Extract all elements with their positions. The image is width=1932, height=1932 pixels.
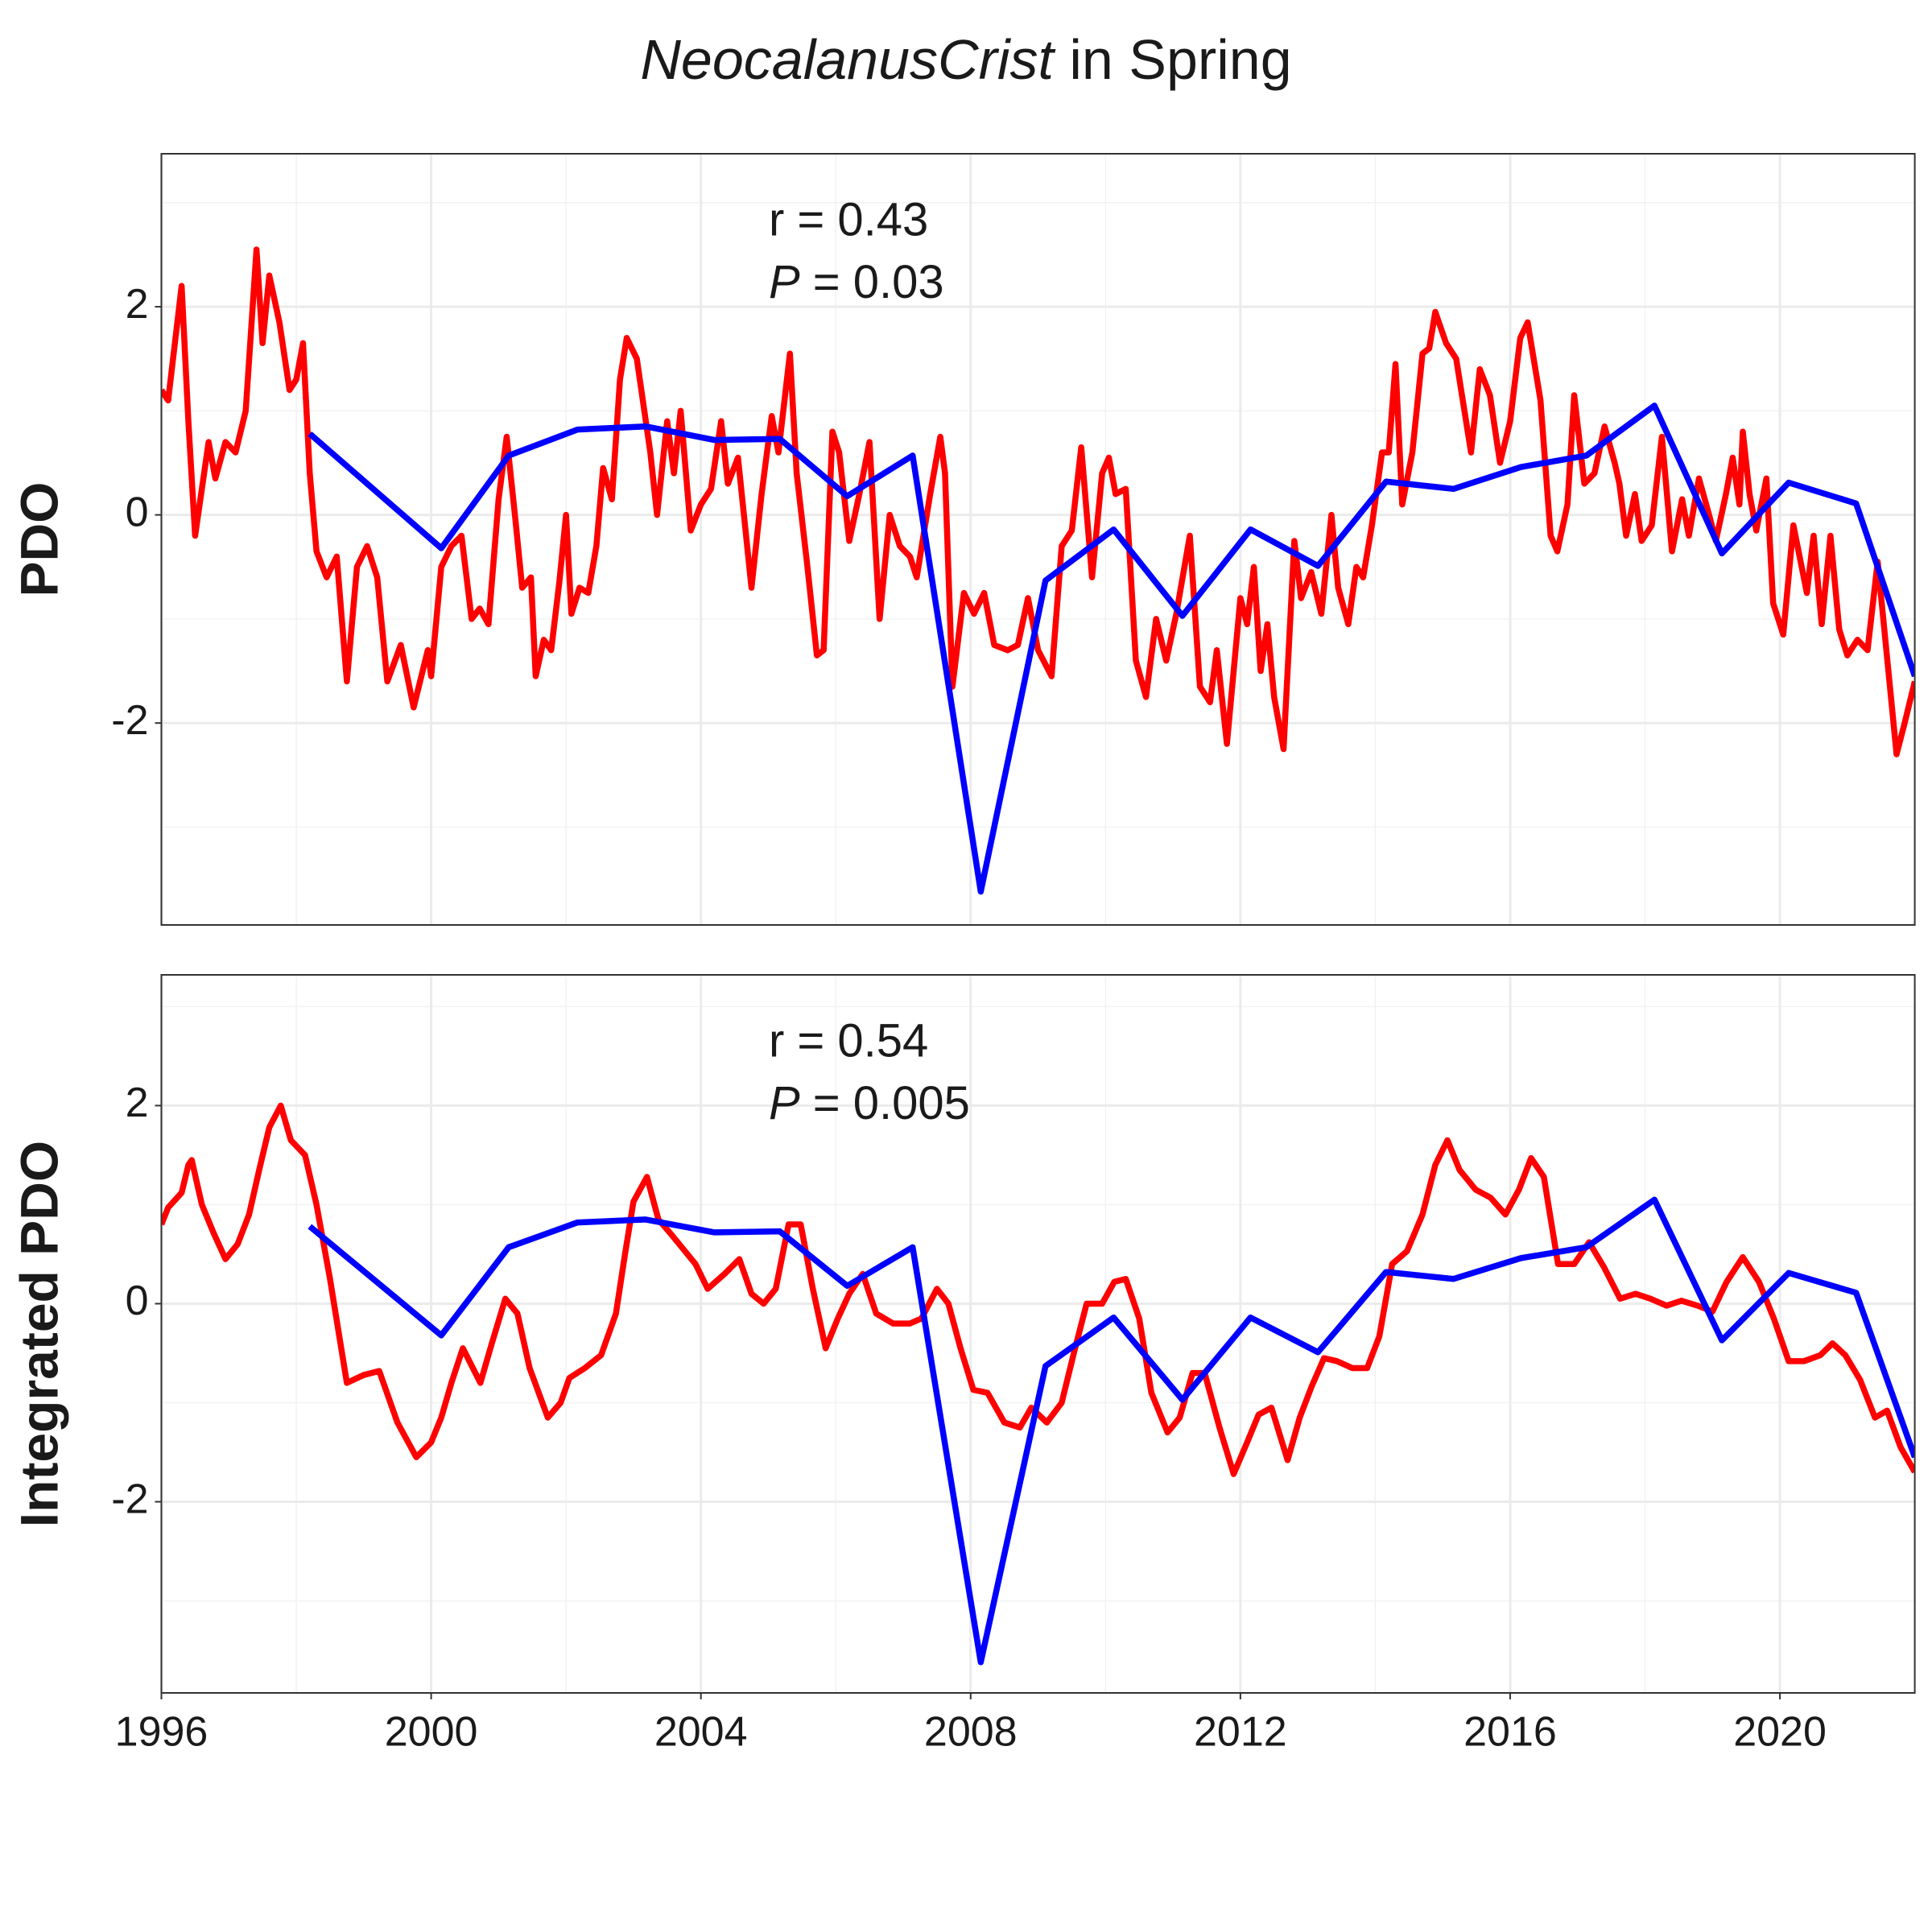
chart-title: NeocalanusCrist in Spring bbox=[640, 28, 1291, 91]
text-part: = 0.005 bbox=[800, 1077, 970, 1129]
text-part: in Spring bbox=[1054, 28, 1292, 91]
x-tick-label: 2016 bbox=[1463, 1709, 1557, 1756]
data-line bbox=[308, 402, 1915, 895]
y-tick-label: 0 bbox=[126, 1278, 149, 1324]
annotation: P = 0.005 bbox=[769, 1077, 970, 1129]
text-part: = 0.03 bbox=[800, 256, 944, 308]
panel-border bbox=[160, 153, 1916, 926]
y-tick-label: 0 bbox=[126, 489, 149, 535]
annotation: r = 0.54 bbox=[769, 1014, 928, 1067]
italic-part: P bbox=[769, 1077, 800, 1129]
y-tick-label: 2 bbox=[126, 1080, 149, 1126]
x-tick-label: 2020 bbox=[1733, 1709, 1827, 1756]
annotation: P = 0.03 bbox=[769, 256, 944, 308]
data-line bbox=[161, 246, 1915, 758]
italic-part: NeocalanusCrist bbox=[640, 28, 1055, 91]
y-tick-label: 2 bbox=[126, 281, 149, 328]
y-axis-title: PDO bbox=[9, 481, 68, 597]
annotation: r = 0.43 bbox=[769, 193, 928, 246]
y-axis-title: Integrated PDO bbox=[9, 1141, 68, 1527]
panel-background bbox=[161, 975, 1915, 1693]
x-tick-label: 1996 bbox=[115, 1709, 208, 1756]
data-line bbox=[308, 1196, 1915, 1666]
y-tick-label: -2 bbox=[111, 697, 148, 744]
x-tick-label: 2012 bbox=[1194, 1709, 1287, 1756]
italic-part: P bbox=[769, 256, 800, 308]
panel-border bbox=[160, 974, 1916, 1694]
x-tick-label: 2008 bbox=[924, 1709, 1018, 1756]
y-tick-label: -2 bbox=[111, 1476, 148, 1522]
panel-background bbox=[161, 154, 1915, 925]
x-tick-label: 2004 bbox=[654, 1709, 748, 1756]
x-tick-label: 2000 bbox=[385, 1709, 478, 1756]
